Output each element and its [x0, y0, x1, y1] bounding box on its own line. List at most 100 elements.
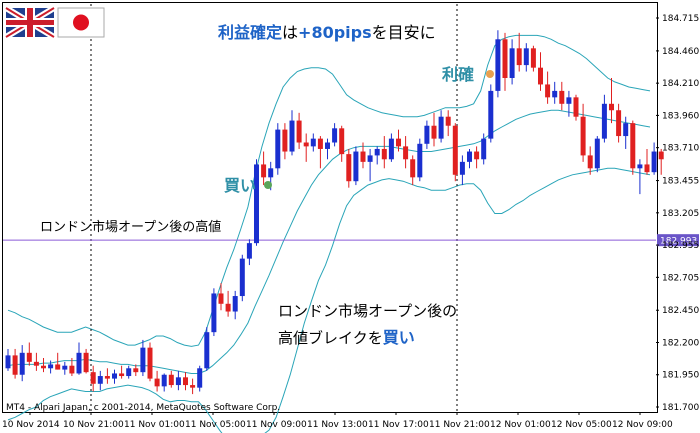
price-tick-label: 183.960 [662, 111, 699, 121]
time-tick-label: 12 Nov 09:00 [612, 420, 673, 430]
candle [62, 361, 68, 375]
candle [623, 116, 629, 149]
candle [33, 352, 39, 371]
candle [346, 148, 352, 188]
candle [168, 370, 174, 388]
candle [509, 39, 515, 85]
candle [261, 151, 267, 186]
candle [637, 159, 643, 195]
uk-flag-icon [4, 5, 56, 40]
band-lower [7, 167, 651, 433]
candle [48, 360, 54, 374]
candle [225, 290, 231, 317]
time-axis[interactable]: 10 Nov 2014 10 Nov 21:00 11 Nov 01:00 11 No… [2, 412, 673, 430]
candle [147, 342, 153, 382]
candle [133, 364, 139, 377]
candle [197, 365, 203, 392]
candle [410, 155, 416, 186]
candle [232, 290, 238, 320]
candle [609, 77, 614, 124]
candle [97, 370, 103, 391]
candle [403, 136, 409, 169]
candle [112, 369, 117, 384]
candle [566, 90, 572, 117]
time-tick-label: 10 Nov 2014 [2, 420, 60, 430]
price-tick-label: 183.205 [662, 209, 699, 219]
candle [502, 32, 508, 91]
candle [90, 365, 96, 392]
candle [474, 146, 480, 169]
candle [204, 327, 210, 371]
candle [559, 81, 565, 111]
candle [374, 146, 380, 165]
price-tick-label: 184.715 [662, 14, 699, 24]
price-tick-label: 182.705 [662, 273, 699, 283]
candle [538, 52, 543, 91]
london-high-label: ロンドン市場オープン後の高値 [40, 219, 221, 235]
candle [325, 138, 330, 160]
price-tick-label: 181.700 [662, 403, 699, 413]
candle [19, 345, 25, 382]
price-tick-label: 183.455 [662, 177, 699, 187]
time-tick-label: 11 Nov 13:00 [307, 420, 368, 430]
price-tick-label: 182.200 [662, 338, 699, 348]
candle [445, 110, 451, 137]
price-tick-label: 183.710 [662, 144, 699, 154]
candle [76, 342, 82, 375]
time-tick-label: 11 Nov 21:00 [429, 420, 490, 430]
candle [616, 103, 622, 143]
candle [467, 148, 472, 169]
band-upper [7, 34, 651, 347]
level-price-text: 182.993 [660, 237, 697, 247]
bollinger-bands [7, 34, 651, 433]
candle [183, 372, 188, 391]
price-tick-label: 184.460 [662, 47, 699, 57]
candle [594, 136, 600, 173]
candle [545, 71, 551, 104]
take-profit-label: 利確 [442, 65, 474, 84]
time-tick-label: 10 Nov 21:00 [63, 420, 124, 430]
candle [580, 103, 586, 162]
candle [424, 120, 430, 149]
candle [630, 120, 636, 175]
candle [516, 32, 522, 72]
candle [104, 368, 110, 384]
candle [119, 365, 125, 379]
time-tick-label: 12 Nov 05:00 [551, 420, 612, 430]
time-tick-label: 11 Nov 05:00 [185, 420, 246, 430]
candle [154, 370, 160, 392]
candle [275, 123, 281, 175]
buy-label: 買い [224, 176, 256, 195]
candle [211, 288, 217, 337]
candle [417, 138, 423, 182]
candle [396, 129, 401, 152]
candle [5, 348, 11, 371]
candle [83, 348, 89, 374]
candle [552, 81, 558, 104]
plot-frame [2, 2, 658, 413]
candle [388, 133, 394, 162]
breakout-annotation-line1: ロンドン市場オープン後の [278, 302, 457, 320]
candle [282, 123, 288, 160]
candle [175, 370, 181, 391]
candle [296, 112, 302, 149]
candle [495, 30, 501, 98]
candle [332, 123, 338, 147]
take-profit-marker [486, 70, 494, 78]
candle [26, 342, 32, 366]
price-tick-label: 182.955 [662, 241, 699, 251]
candle [310, 133, 316, 152]
london-high-level: 182.993 [3, 234, 699, 247]
time-tick-label: 11 Nov 01:00 [124, 420, 185, 430]
candles [5, 30, 664, 395]
price-axis[interactable]: 184.715 184.460 184.210 183.960 183.710 183.4… [656, 14, 699, 413]
candle [289, 110, 295, 156]
price-tick-label: 182.450 [662, 306, 699, 316]
candle [488, 84, 494, 143]
candle [55, 352, 61, 370]
candle [317, 136, 323, 169]
candle [438, 110, 444, 143]
candle [69, 357, 75, 377]
